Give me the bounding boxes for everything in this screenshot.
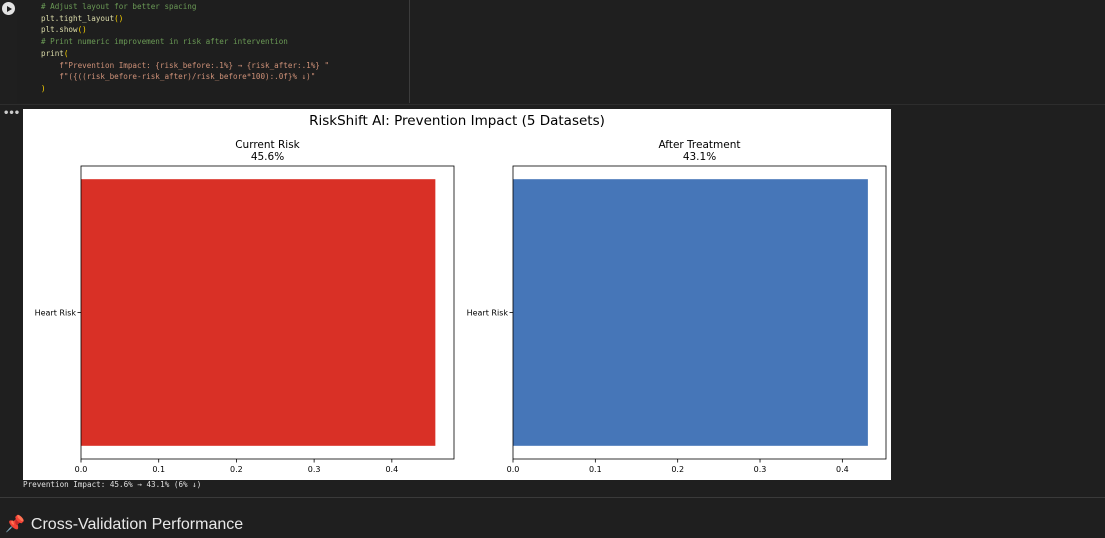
output-divider — [0, 104, 1105, 105]
code-line: ) — [41, 83, 46, 93]
section-title: Cross-Validation Performance — [30, 516, 244, 533]
panel-subtitle: 43.1% — [683, 151, 716, 163]
chart-figure: RiskShift AI: Prevention Impact (5 Datas… — [23, 109, 891, 480]
x-tick-label: 0.3 — [754, 465, 767, 474]
axes-frame — [512, 165, 887, 460]
x-tick-label: 0.1 — [152, 465, 165, 474]
print-output: Prevention Impact: 45.6% → 43.1% (6% ↓) — [23, 480, 202, 489]
panel-title: Current Risk — [235, 139, 300, 151]
code-line: # Print numeric improvement in risk afte… — [41, 37, 288, 47]
code-line: # Adjust layout for better spacing — [41, 2, 197, 11]
code-cell: # Adjust layout for better spacing plt.ti… — [0, 0, 1105, 104]
x-tick-label: 0.2 — [671, 465, 684, 474]
chart-title: RiskShift AI: Prevention Impact (5 Datas… — [309, 113, 605, 129]
chart-svg: RiskShift AI: Prevention Impact (5 Datas… — [35, 113, 887, 474]
code-line: plt.tight_layout() — [41, 13, 124, 23]
code-editor[interactable]: # Adjust layout for better spacing plt.ti… — [17, 0, 410, 103]
y-tick-label: Heart Risk — [467, 309, 509, 318]
x-tick-label: 0.0 — [507, 465, 520, 474]
bar-current — [81, 179, 436, 446]
section-divider — [0, 497, 1105, 498]
panel-subtitle: 45.6% — [251, 151, 284, 163]
output-menu-icon[interactable]: ••• — [3, 108, 20, 119]
code-line: f"({((risk_before-risk_after)/risk_befor… — [41, 72, 316, 82]
code-line: plt.show() — [41, 25, 87, 35]
x-tick-label: 0.4 — [385, 465, 398, 474]
x-tick-label: 0.4 — [836, 465, 849, 474]
section-heading: 📌 Cross-Validation Performance — [5, 514, 243, 534]
x-tick-label: 0.1 — [589, 465, 602, 474]
run-cell-button[interactable] — [2, 2, 15, 15]
y-tick-label: Heart Risk — [35, 309, 77, 318]
bar-after — [513, 179, 868, 446]
axes-frame — [80, 165, 455, 460]
x-tick-label: 0.2 — [230, 465, 243, 474]
panel-title: After Treatment — [659, 139, 741, 151]
pin-icon: 📌 — [5, 516, 25, 533]
x-tick-label: 0.0 — [75, 465, 88, 474]
code-line: f"Prevention Impact: {risk_before:.1%} →… — [41, 60, 330, 70]
code-line: print( — [41, 48, 69, 58]
code-lines: # Adjust layout for better spacing plt.ti… — [41, 1, 329, 95]
x-tick-label: 0.3 — [308, 465, 321, 474]
